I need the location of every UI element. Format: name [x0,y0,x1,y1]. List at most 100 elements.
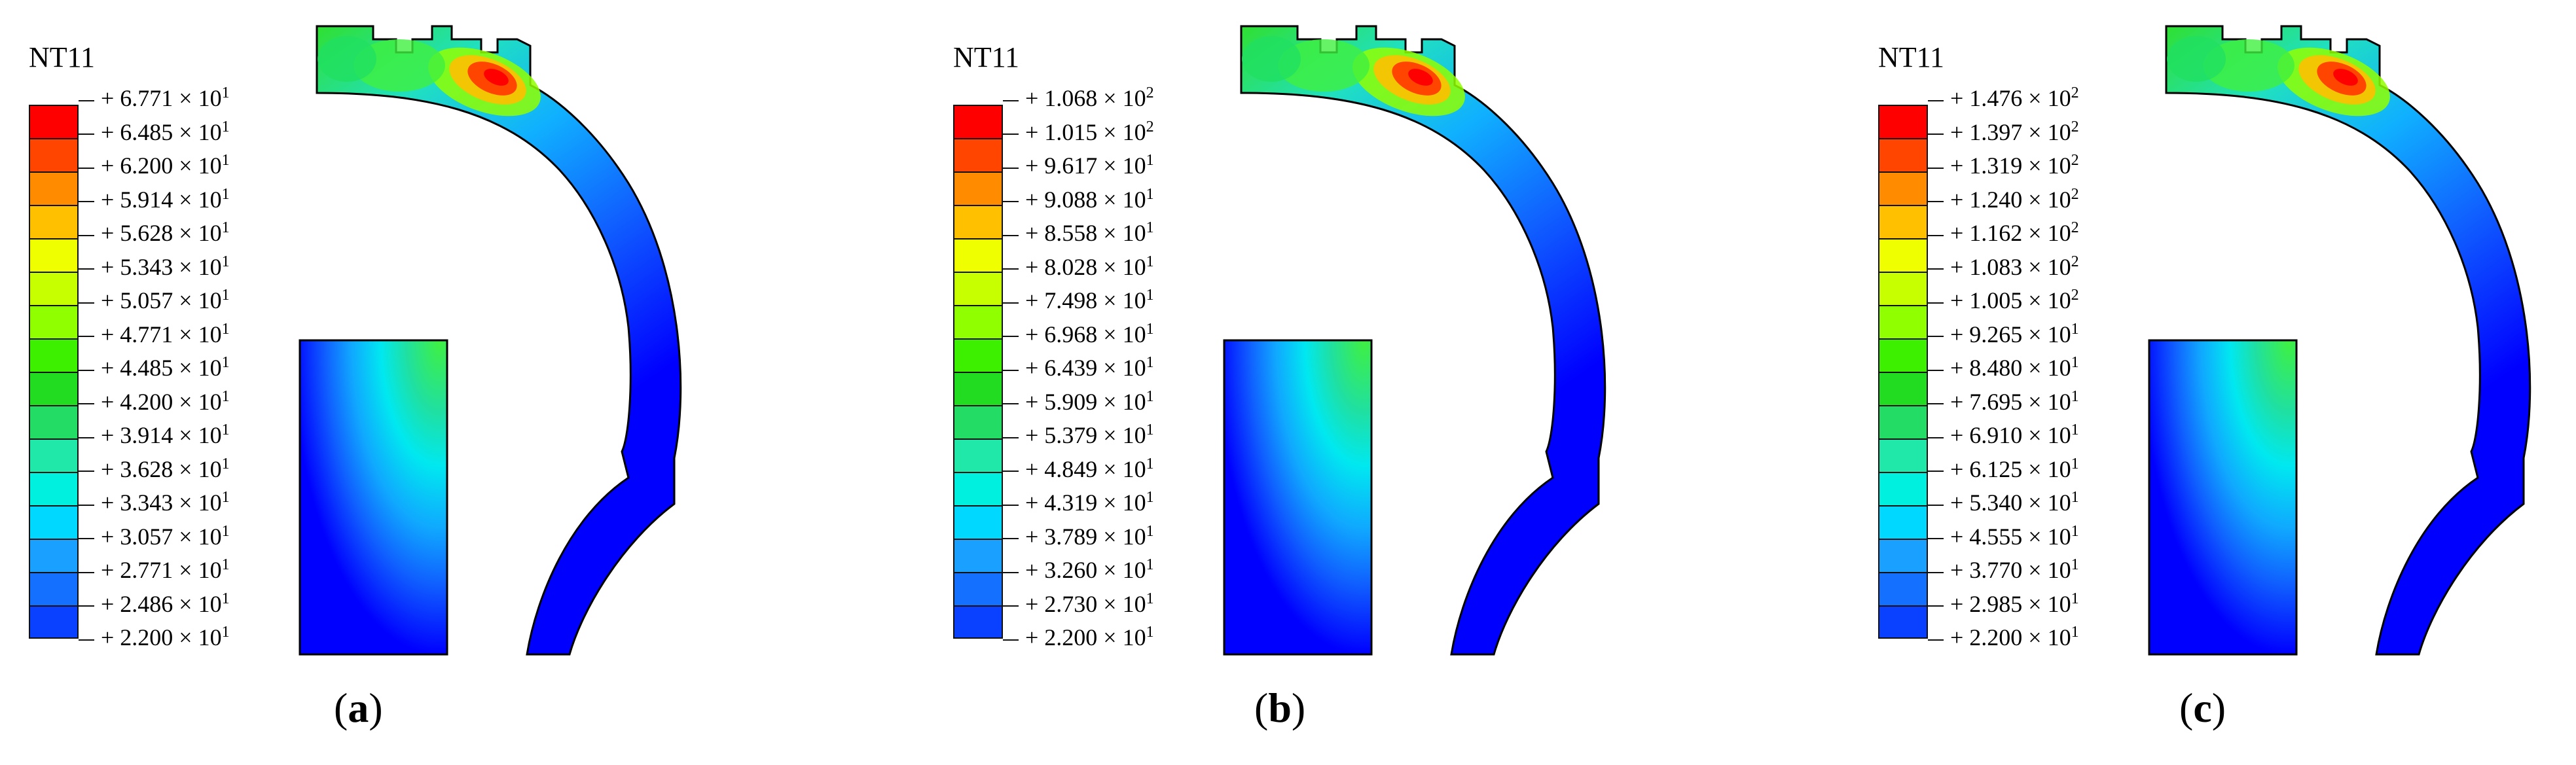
legend-label: + 7.498 × 101 [1003,287,1154,321]
legend-swatch [29,205,79,238]
legend-label: + 1.015 × 102 [1003,119,1154,153]
hot-zone-core [484,69,509,86]
color-legend [29,105,79,639]
legend-label: + 8.028 × 101 [1003,254,1154,288]
legend-swatch [29,572,79,605]
legend-swatch [1878,438,1928,472]
legend-label: + 2.200 × 101 [1928,624,2079,658]
legend-swatch [1878,138,1928,171]
legend-label: + 3.628 × 101 [79,456,230,490]
legend-swatch [953,105,1003,138]
legend-swatch [29,105,79,138]
legend-label: + 6.125 × 101 [1928,456,2079,490]
legend-label: + 4.485 × 101 [79,355,230,389]
legend-label: + 1.083 × 102 [1928,254,2079,288]
legend-label: + 1.319 × 102 [1928,152,2079,187]
legend-swatch [29,505,79,539]
legend-swatch [29,138,79,171]
legend-swatch [29,372,79,405]
legend-label: + 4.319 × 101 [1003,489,1154,524]
legend-label: + 3.914 × 101 [79,422,230,456]
legend-label: + 9.265 × 101 [1928,321,2079,355]
legend-swatch [1878,205,1928,238]
legend-swatch [953,472,1003,505]
legend-swatch [953,605,1003,639]
warm-zone-left [317,36,376,82]
hot-zone-core [1408,69,1433,86]
legend-swatch [1878,605,1928,639]
legend-swatch [1878,539,1928,572]
legend-swatch [1878,272,1928,305]
variable-title: NT11 [953,41,1020,73]
legend-swatch [29,305,79,338]
legend-label: + 5.343 × 101 [79,254,230,288]
legend-label: + 3.260 × 101 [1003,557,1154,591]
rim-block [2148,339,2298,656]
warm-zone-left [1242,36,1301,82]
legend-label: + 3.057 × 101 [79,524,230,558]
legend-swatch [29,272,79,305]
legend-label: + 4.849 × 101 [1003,456,1154,490]
legend-swatch [29,238,79,272]
color-legend [1878,105,1928,639]
legend-label: + 5.340 × 101 [1928,489,2079,524]
tire-cross-section [316,25,682,656]
legend-swatch [1878,105,1928,138]
legend-swatch [953,539,1003,572]
legend-swatch [29,405,79,438]
legend-label: + 1.240 × 102 [1928,187,2079,221]
warm-zone [354,39,445,92]
subfigure-label: (c) [2179,685,2226,731]
warm-zone [1278,39,1370,92]
legend-swatch [953,338,1003,372]
legend-label: + 5.909 × 101 [1003,389,1154,423]
legend-swatch [29,472,79,505]
panel-c: NT11 + 1.476 × 102 + 1.397 × 102 + 1.319 ×… [1849,0,2576,765]
legend-label: + 2.771 × 101 [79,557,230,591]
legend-label: + 3.789 × 101 [1003,524,1154,558]
legend-swatch [953,405,1003,438]
legend-label: + 3.343 × 101 [79,489,230,524]
warm-zone-left [2167,36,2226,82]
legend-swatch [29,438,79,472]
variable-title: NT11 [29,41,96,73]
legend-label: + 6.910 × 101 [1928,422,2079,456]
panel-a: NT11 + 6.771 × 101 + 6.485 × 101 + 6.200 ×… [0,0,858,765]
legend-swatch [29,539,79,572]
legend-label: + 5.914 × 101 [79,187,230,221]
legend-label: + 1.068 × 102 [1003,85,1154,119]
warm-zone [2203,39,2295,92]
rim-block [1223,339,1373,656]
legend-swatch [953,372,1003,405]
legend-label: + 1.476 × 102 [1928,85,2079,119]
tire-cross-section [1240,25,1606,656]
legend-label: + 5.057 × 101 [79,287,230,321]
legend-swatch [953,205,1003,238]
legend-swatch [1878,238,1928,272]
legend-label: + 4.200 × 101 [79,389,230,423]
legend-label: + 6.200 × 101 [79,152,230,187]
legend-swatch [953,171,1003,205]
legend-label: + 9.088 × 101 [1003,187,1154,221]
legend-label: + 8.480 × 101 [1928,355,2079,389]
legend-label: + 4.555 × 101 [1928,524,2079,558]
rim-block [299,339,448,656]
legend-label: + 9.617 × 101 [1003,152,1154,187]
subfigure-label: (b) [1254,685,1306,731]
legend-label: + 3.770 × 101 [1928,557,2079,591]
contour-plot [299,25,682,656]
legend-swatch [953,138,1003,171]
legend-swatch [953,272,1003,305]
legend-label: + 2.486 × 101 [79,591,230,625]
legend-label: + 5.628 × 101 [79,220,230,254]
legend-label: + 2.200 × 101 [1003,624,1154,658]
legend-label: + 6.485 × 101 [79,119,230,153]
legend-label: + 8.558 × 101 [1003,220,1154,254]
legend-label: + 4.771 × 101 [79,321,230,355]
legend-label: + 1.397 × 102 [1928,119,2079,153]
legend-swatch [1878,305,1928,338]
legend-swatch [953,572,1003,605]
legend-swatch [1878,405,1928,438]
legend-label: + 2.200 × 101 [79,624,230,658]
legend-swatch [953,505,1003,539]
